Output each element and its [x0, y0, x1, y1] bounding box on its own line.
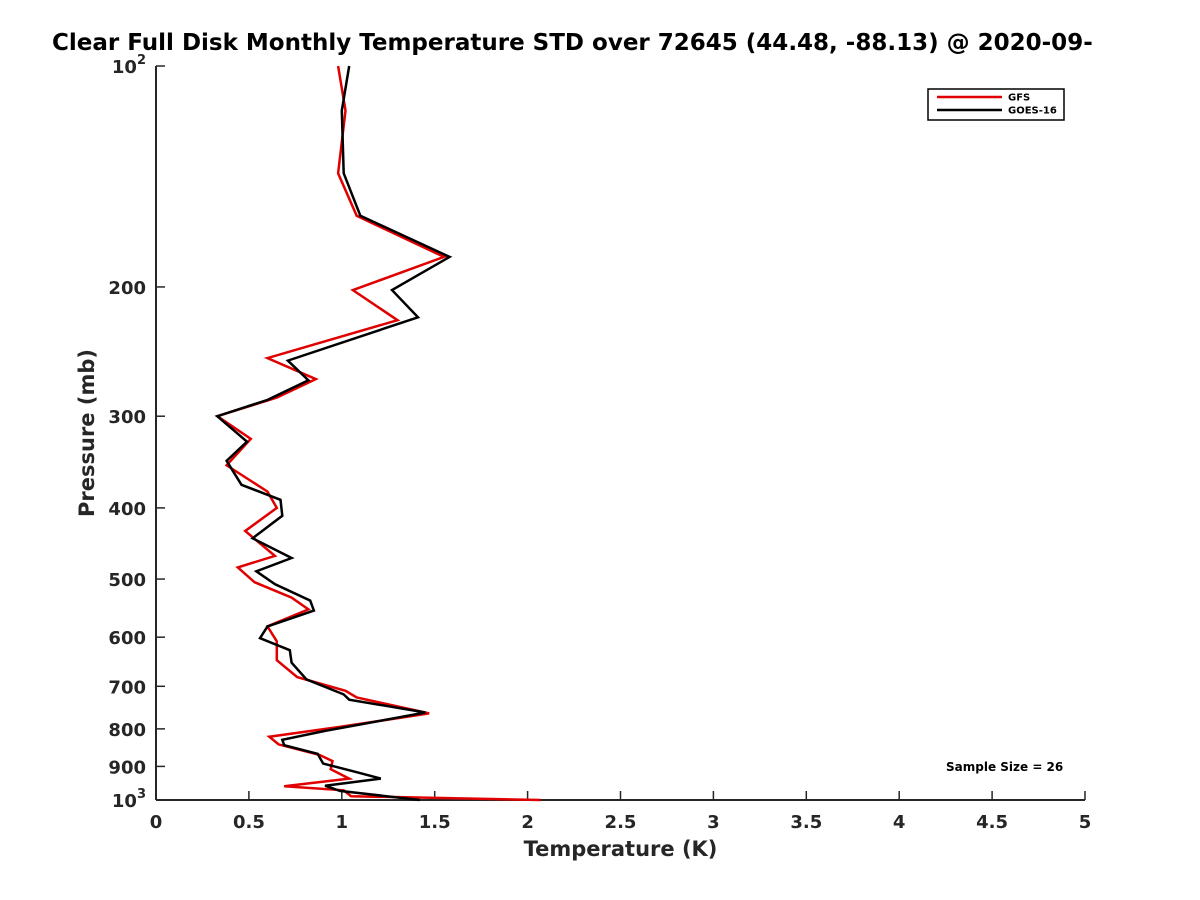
y-tick-label: 102: [112, 53, 146, 78]
legend-label: GOES-16: [1008, 106, 1057, 117]
legend-box: [927, 88, 1065, 121]
y-tick-label: 103: [112, 787, 146, 812]
x-axis-label: Temperature (K): [524, 837, 718, 861]
legend-label: GFS: [1008, 93, 1030, 104]
y-tick-label: 200: [108, 278, 146, 299]
x-tick-label: 1.5: [419, 812, 451, 833]
y-tick-label: 300: [108, 407, 146, 428]
x-tick-label: 5: [1079, 812, 1092, 833]
y-tick-label: 800: [108, 720, 146, 741]
y-tick-label: 900: [108, 757, 146, 778]
x-tick-label: 4: [893, 812, 906, 833]
y-tick-label: 400: [108, 499, 146, 520]
legend: GFS GOES-16: [927, 88, 1065, 121]
series-line-gfs: [214, 65, 541, 802]
x-tick-label: 4.5: [976, 812, 1008, 833]
y-tick-label: 700: [108, 677, 146, 698]
y-tick-label: 600: [108, 628, 146, 649]
x-tick-label: 0: [150, 812, 163, 833]
y-tick-label: 500: [108, 570, 146, 591]
x-tick-label: 2: [521, 812, 534, 833]
sample-size-annotation: Sample Size = 26: [946, 760, 1063, 774]
x-tick-label: 1: [336, 812, 349, 833]
x-tick-label: 3: [707, 812, 720, 833]
series-line-goes-16: [214, 65, 453, 802]
x-tick-label: 0.5: [233, 812, 265, 833]
x-tick-label: 3.5: [790, 812, 822, 833]
y-axis-label: Pressure (mb): [75, 349, 99, 517]
x-tick-label: 2.5: [605, 812, 637, 833]
chart-title: Clear Full Disk Monthly Temperature STD …: [52, 30, 1093, 56]
